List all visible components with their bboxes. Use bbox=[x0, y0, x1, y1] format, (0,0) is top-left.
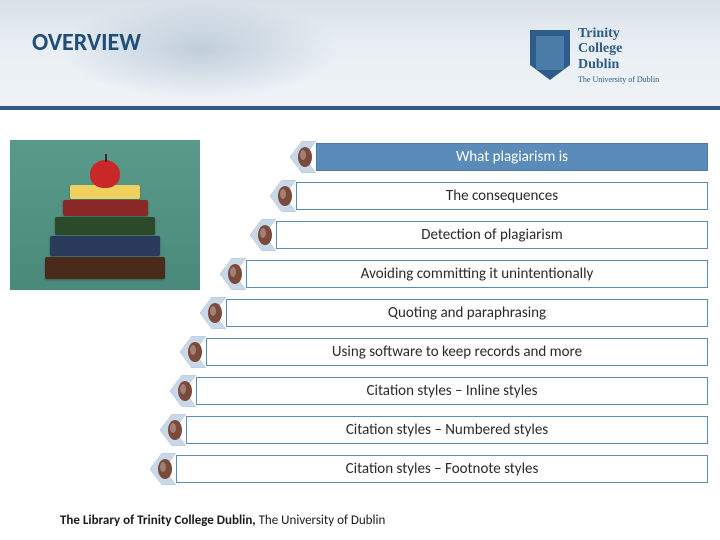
logo-line1: Trinity bbox=[578, 26, 659, 41]
page-title: OVERVIEW bbox=[32, 28, 141, 57]
list-item: Using software to keep records and more bbox=[180, 335, 720, 368]
logo-text: Trinity College Dublin The University of… bbox=[578, 26, 659, 84]
list-item: Quoting and paraphrasing bbox=[200, 296, 720, 329]
chevron-icon bbox=[160, 414, 186, 446]
list-item-label: The consequences bbox=[296, 182, 708, 210]
header: OVERVIEW Trinity College Dublin The Univ… bbox=[0, 0, 720, 110]
list-item-label: Detection of plagiarism bbox=[276, 221, 708, 249]
list-item: Citation styles – Inline styles bbox=[170, 374, 720, 407]
list-item-label: Quoting and paraphrasing bbox=[226, 299, 708, 327]
list-item: Avoiding committing it unintentionally bbox=[220, 257, 720, 290]
footer: The Library of Trinity College Dublin, T… bbox=[60, 513, 385, 528]
chevron-icon bbox=[180, 336, 206, 368]
list-item: What plagiarism is bbox=[290, 140, 720, 173]
chevron-icon bbox=[150, 453, 176, 485]
list-item: The consequences bbox=[270, 179, 720, 212]
list-item-label: Citation styles – Inline styles bbox=[196, 377, 708, 405]
chevron-icon bbox=[200, 297, 226, 329]
content-area: What plagiarism is The consequences Dete… bbox=[0, 110, 720, 485]
list-item: Citation styles – Numbered styles bbox=[160, 413, 720, 446]
list-item-label: Citation styles – Numbered styles bbox=[186, 416, 708, 444]
footer-bold: The Library of Trinity College Dublin, bbox=[60, 513, 259, 528]
shield-icon bbox=[530, 30, 570, 80]
list-item: Citation styles – Footnote styles bbox=[150, 452, 720, 485]
chevron-icon bbox=[250, 219, 276, 251]
apple-icon bbox=[90, 160, 120, 188]
chevron-icon bbox=[170, 375, 196, 407]
chevron-icon bbox=[220, 258, 246, 290]
list-item-label: What plagiarism is bbox=[316, 143, 708, 171]
list-item-label: Using software to keep records and more bbox=[206, 338, 708, 366]
logo-line2: College bbox=[578, 41, 659, 56]
university-logo: Trinity College Dublin The University of… bbox=[530, 15, 700, 95]
list-item-label: Avoiding committing it unintentionally bbox=[246, 260, 708, 288]
logo-subtitle: The University of Dublin bbox=[578, 75, 659, 84]
chevron-icon bbox=[290, 141, 316, 173]
overview-list: What plagiarism is The consequences Dete… bbox=[0, 140, 720, 485]
logo-line3: Dublin bbox=[578, 57, 659, 72]
footer-rest: The University of Dublin bbox=[259, 513, 386, 528]
list-item: Detection of plagiarism bbox=[250, 218, 720, 251]
chevron-icon bbox=[270, 180, 296, 212]
list-item-label: Citation styles – Footnote styles bbox=[176, 455, 708, 483]
